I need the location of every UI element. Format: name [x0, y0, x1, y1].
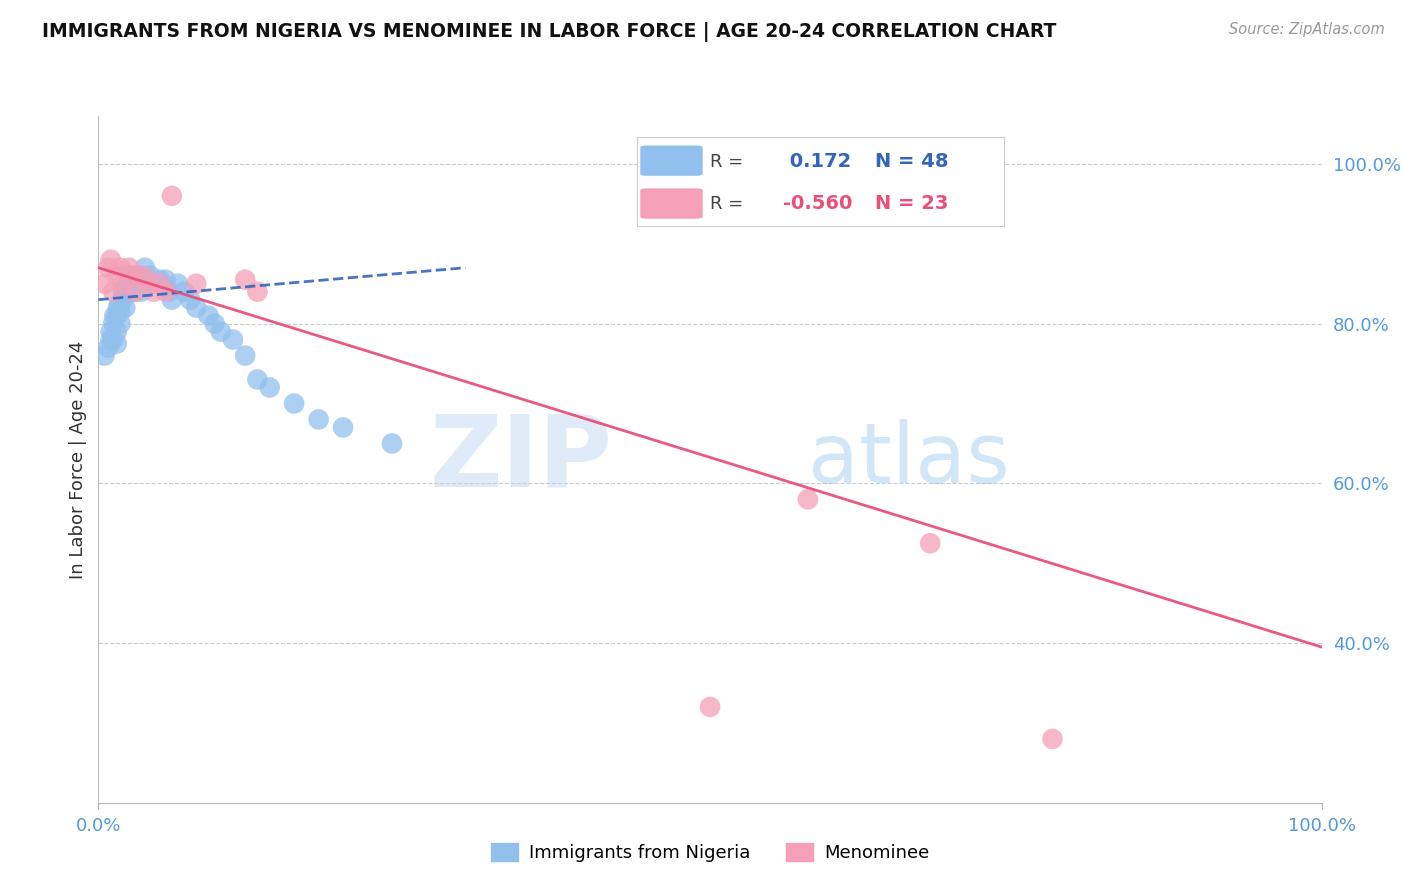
Point [97, 260, 120, 275]
Point [167, 277, 190, 291]
Point [155, 285, 177, 299]
Text: R =: R = [710, 194, 744, 212]
Point [108, 296, 131, 310]
Point [157, 285, 180, 299]
Point [118, 285, 141, 299]
Point [105, 325, 128, 339]
Point [100, 252, 122, 267]
Point [233, 349, 256, 363]
Point [222, 333, 245, 347]
Point [139, 268, 162, 283]
Point [699, 700, 721, 714]
Point [246, 285, 269, 299]
Point [149, 277, 172, 291]
Point [110, 304, 132, 318]
Point [118, 268, 141, 283]
Point [111, 285, 134, 299]
Point [246, 372, 269, 386]
Point [111, 293, 134, 307]
Y-axis label: In Labor Force | Age 20-24: In Labor Force | Age 20-24 [69, 340, 87, 579]
Point [129, 268, 152, 283]
Point [129, 285, 152, 299]
Point [105, 309, 128, 323]
Point [797, 492, 820, 507]
Point [107, 301, 129, 315]
Text: Source: ZipAtlas.com: Source: ZipAtlas.com [1229, 22, 1385, 37]
Point [110, 260, 132, 275]
Point [93, 349, 115, 363]
Text: IMMIGRANTS FROM NIGERIA VS MENOMINEE IN LABOR FORCE | AGE 20-24 CORRELATION CHAR: IMMIGRANTS FROM NIGERIA VS MENOMINEE IN … [42, 22, 1056, 42]
FancyBboxPatch shape [640, 145, 703, 176]
Point [121, 268, 143, 283]
Point [308, 412, 330, 426]
Text: 0.172: 0.172 [783, 152, 852, 171]
Point [97, 341, 120, 355]
Text: N = 23: N = 23 [875, 194, 949, 213]
Point [920, 536, 942, 550]
Point [101, 333, 124, 347]
Point [186, 301, 208, 315]
Point [118, 260, 141, 275]
Text: ZIP: ZIP [429, 411, 612, 508]
Point [110, 317, 132, 331]
Point [111, 277, 134, 291]
Point [186, 277, 208, 291]
Point [149, 273, 172, 287]
Point [160, 293, 183, 307]
Text: N = 48: N = 48 [875, 152, 949, 171]
Text: atlas: atlas [808, 419, 1010, 500]
Point [204, 317, 226, 331]
Point [93, 277, 115, 291]
Point [197, 309, 219, 323]
Point [233, 273, 256, 287]
Point [259, 380, 281, 394]
FancyBboxPatch shape [640, 188, 703, 219]
Point [101, 285, 124, 299]
Point [160, 189, 183, 203]
Point [142, 285, 165, 299]
Point [114, 301, 136, 315]
Point [142, 277, 165, 291]
Point [124, 285, 146, 299]
Point [134, 260, 156, 275]
Point [1042, 731, 1064, 746]
Point [100, 333, 122, 347]
Point [173, 285, 195, 299]
Point [179, 293, 201, 307]
Point [121, 273, 143, 287]
Point [114, 281, 136, 295]
Legend: Immigrants from Nigeria, Menominee: Immigrants from Nigeria, Menominee [484, 836, 936, 870]
Point [105, 336, 128, 351]
Point [101, 317, 124, 331]
Point [103, 309, 125, 323]
Point [127, 268, 149, 283]
Point [136, 273, 159, 287]
Point [124, 273, 146, 287]
Text: R =: R = [710, 153, 744, 170]
Point [155, 273, 177, 287]
Point [124, 285, 146, 299]
Point [332, 420, 354, 434]
Point [283, 396, 305, 410]
Point [100, 325, 122, 339]
Text: -0.560: -0.560 [783, 194, 853, 213]
Point [136, 273, 159, 287]
Point [105, 268, 128, 283]
Point [381, 436, 404, 450]
Point [209, 325, 232, 339]
